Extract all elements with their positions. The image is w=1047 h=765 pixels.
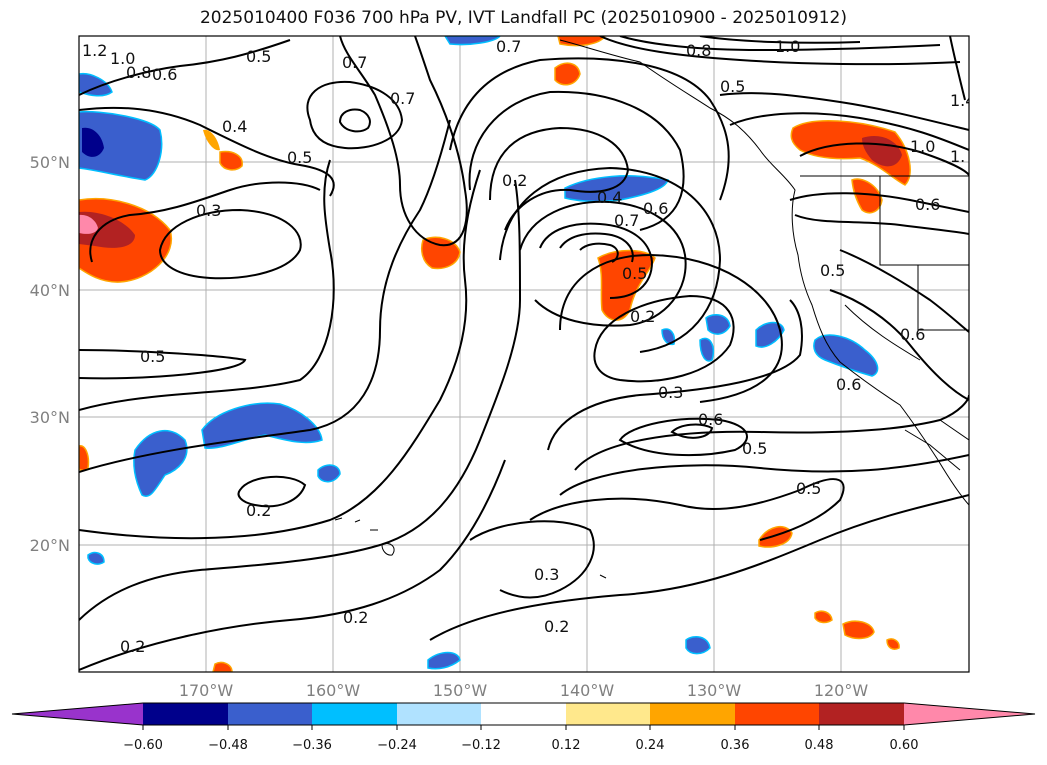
coastlines [334, 39, 969, 579]
lon-labels: 170°W 160°W 150°W 140°W 130°W 120°W [179, 681, 869, 700]
colorbar-tick-label: −0.24 [377, 738, 417, 753]
colorbar-segment [228, 703, 312, 725]
contour-label: 1.0 [775, 37, 800, 56]
contour-label: 0.5 [622, 264, 647, 283]
pv-contours [79, 36, 969, 671]
colorbar-segment [735, 703, 819, 725]
contour-label: 0.3 [534, 565, 559, 584]
colorbar-extend-min [12, 703, 143, 725]
contour-label: 0.5 [796, 479, 821, 498]
contour-label: 0.2 [246, 501, 271, 520]
contour-labels: 1.2 1.0 0.8 0.6 0.5 0.5 0.4 0.7 0.7 0.8 … [82, 37, 975, 656]
contour-label: 0.7 [496, 37, 521, 56]
colorbar-tick-label: 0.48 [805, 738, 834, 753]
contour-label: 0.2 [343, 608, 368, 627]
contour-label: 1.0 [910, 137, 935, 156]
lon-label: 170°W [179, 681, 234, 700]
contour-label: 0.6 [836, 375, 861, 394]
contour-label: 0.6 [152, 65, 177, 84]
lon-label: 150°W [433, 681, 488, 700]
contour-label: 0.5 [720, 77, 745, 96]
colorbar-segment [650, 703, 735, 725]
contour-label: 0.5 [820, 261, 845, 280]
map-frame [78, 35, 970, 673]
contour-label: 0.6 [698, 410, 723, 429]
contour-label: 0.5 [742, 439, 767, 458]
contour-label: 0.2 [544, 617, 569, 636]
colorbar-segment [566, 703, 650, 725]
contour-label: 1.2 [82, 41, 107, 60]
contour-label: 0.4 [222, 117, 247, 136]
lon-label: 120°W [814, 681, 869, 700]
ivt-pc-shading [79, 36, 911, 672]
contour-label: 0.8 [686, 41, 711, 60]
lon-label: 140°W [560, 681, 615, 700]
lat-label: 30°N [30, 408, 70, 427]
contour-label: 1. [950, 147, 965, 166]
contour-label: 0.3 [658, 383, 683, 402]
contour-label: 0.5 [140, 347, 165, 366]
lat-label: 50°N [30, 153, 70, 172]
map-content: 1.2 1.0 0.8 0.6 0.5 0.5 0.4 0.7 0.7 0.8 … [79, 36, 975, 672]
contour-label: 0.6 [915, 195, 940, 214]
contour-label: 0.7 [614, 211, 639, 230]
contour-label: 0.3 [196, 201, 221, 220]
colorbar-extend-max [904, 703, 1035, 725]
contour-label: 0.5 [287, 148, 312, 167]
colorbar-segment [481, 703, 566, 725]
lon-label: 130°W [687, 681, 742, 700]
lon-label: 160°W [306, 681, 361, 700]
contour-label: 0.6 [643, 199, 668, 218]
contour-label: 1.4 [950, 91, 975, 110]
colorbar-segment [397, 703, 481, 725]
contour-label: 0.6 [900, 325, 925, 344]
contour-label: 0.5 [246, 47, 271, 66]
colorbar-tick-label: −0.60 [123, 738, 163, 753]
contour-label: 0.2 [120, 637, 145, 656]
colorbar-tick-label: 0.36 [721, 738, 750, 753]
lat-labels: 50°N 40°N 30°N 20°N [30, 153, 70, 555]
lat-label: 20°N [30, 536, 70, 555]
colorbar-tick-label: 0.12 [552, 738, 581, 753]
contour-label: 0.2 [630, 307, 655, 326]
colorbar-tick-label: −0.48 [208, 738, 248, 753]
contour-label: 0.2 [502, 171, 527, 190]
colorbar-tick-label: 0.24 [636, 738, 665, 753]
colorbar-tick-label: 0.60 [890, 738, 919, 753]
colorbar-segment [143, 703, 228, 725]
colorbar-tick-label: −0.36 [292, 738, 332, 753]
contour-label: 1.0 [110, 49, 135, 68]
plot-title: 2025010400 F036 700 hPa PV, IVT Landfall… [199, 8, 847, 28]
contour-label: 0.8 [126, 63, 151, 82]
colorbar: −0.60 −0.48 −0.36 −0.24 −0.12 0.12 0.24 … [11, 702, 1036, 753]
colorbar-tick-label: −0.12 [461, 738, 501, 753]
lat-label: 40°N [30, 281, 70, 300]
contour-label: 0.7 [342, 53, 367, 72]
contour-label: 0.7 [390, 89, 415, 108]
colorbar-segment [819, 703, 904, 725]
contour-label: 0.4 [597, 188, 622, 207]
colorbar-segment [312, 703, 397, 725]
